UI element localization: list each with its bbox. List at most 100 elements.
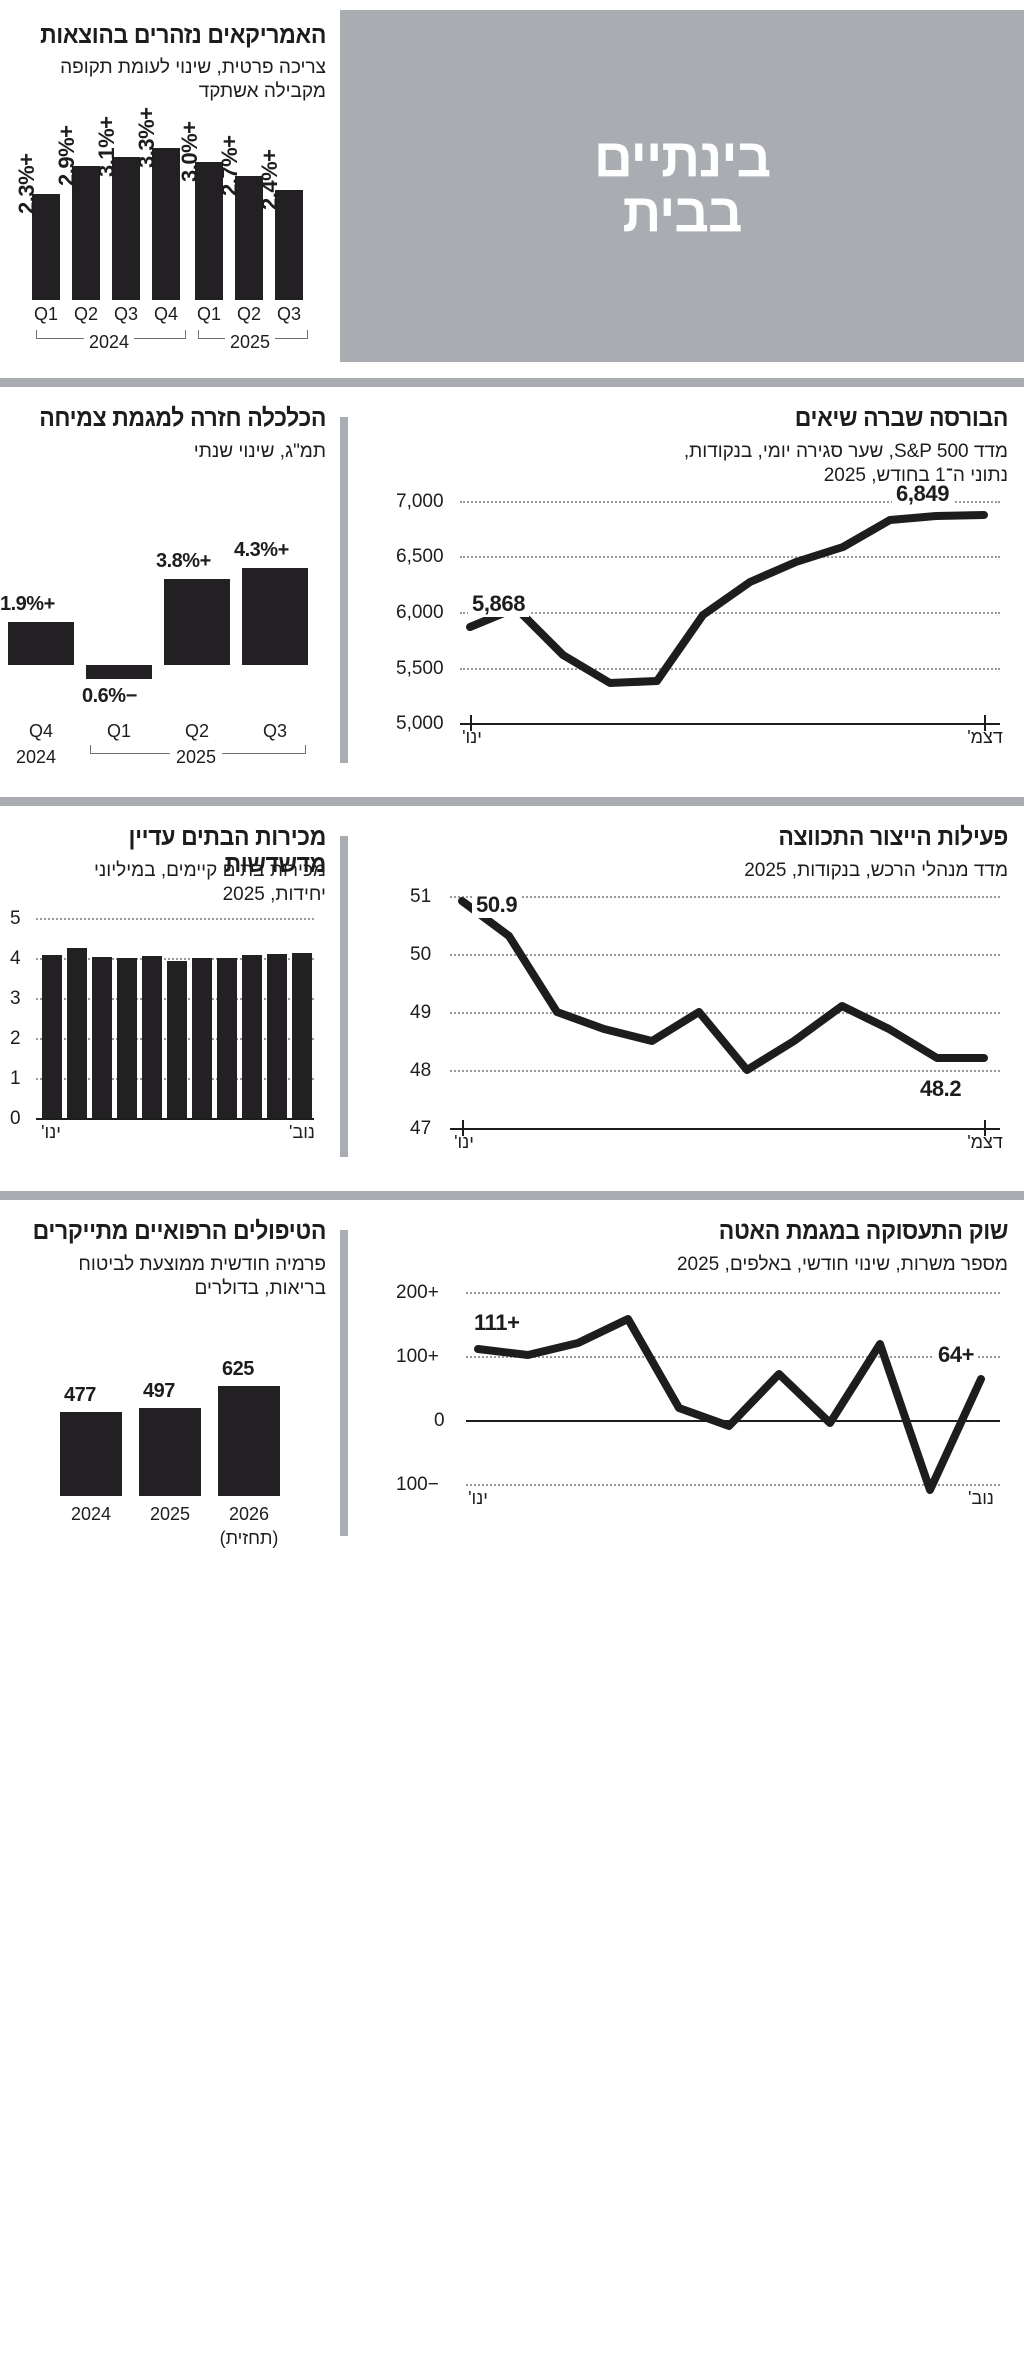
- xtick-q3-2025: Q3: [276, 304, 301, 324]
- sp500-xtick-end: דצמ': [967, 727, 1003, 747]
- pmi-annot-end: 48.2: [916, 1076, 966, 1102]
- housing-bar-8: [217, 958, 237, 1118]
- bar-gdp-q4-2024: [8, 622, 74, 665]
- bar-q3-2025: [275, 190, 303, 300]
- housing-ytick-2: 2: [10, 1028, 21, 1049]
- housing-bar-5: [142, 956, 162, 1118]
- jobs-panel: שוק התעסוקה במגמת האטה מספר משרות, שינוי…: [348, 1200, 1024, 1570]
- housing-ytick-5: 5: [10, 908, 21, 929]
- xtick-q1-2024: Q1: [33, 304, 58, 324]
- spending-chart: +2.3% +2.9% +3.1% +3.3% +3.0% +2.7% +2.4…: [14, 104, 322, 354]
- jobs-line: [474, 1315, 985, 1494]
- ytick-5000: 5,000: [396, 713, 444, 734]
- pmi-tick-start: [462, 1120, 464, 1136]
- sp500-tick-start: [470, 715, 472, 731]
- bar-q1-2025: [195, 162, 223, 300]
- sp500-annot-end: 6,849: [892, 481, 954, 507]
- gdp-label-q3-2025: +4.3%: [234, 539, 289, 561]
- sp500-subtitle-line1: מדד S&P 500, שער סגירה יומי, בנקודות,: [683, 441, 1008, 462]
- health-subtitle-line1: פרמיה חודשית ממוצעת לביטוח: [78, 1254, 326, 1275]
- ytick-6500: 6,500: [396, 546, 444, 567]
- gdp-xtick-q1: Q1: [106, 721, 131, 741]
- jobs-ytick-200: +200: [396, 1282, 439, 1303]
- health-bar-2024: [60, 1412, 122, 1496]
- health-xtick-2024: 2024: [70, 1504, 112, 1524]
- jobs-ytick-100: +100: [396, 1346, 439, 1367]
- bar-label-q2-2025: +2.7%: [217, 135, 242, 196]
- housing-gridline-4: [36, 958, 314, 960]
- housing-gridline-5: [36, 918, 314, 920]
- health-label-2025: 497: [143, 1380, 175, 1402]
- bar-gdp-q3-2025: [242, 568, 308, 665]
- xtick-q2-2024: Q2: [73, 304, 98, 324]
- pmi-ytick-50: 50: [410, 944, 432, 965]
- gdp-label-q2-2025: +3.8%: [156, 550, 211, 572]
- ytick-6000: 6,000: [396, 602, 444, 623]
- housing-panel: מכירות הבתים עדיין מדשדשות מכירות בתים ק…: [0, 806, 340, 1191]
- bar-label-q3-2024: +3.1%: [94, 116, 119, 177]
- gdp-group-label-2024: 2024: [16, 747, 57, 767]
- gridline-6500: [460, 556, 1000, 558]
- divider-vertical-3: [340, 836, 348, 1157]
- jobs-subtitle: מספר משרות, שינוי חודשי, באלפים, 2025: [676, 1254, 1008, 1275]
- gridline-5500: [460, 668, 1000, 670]
- divider-3: [0, 1191, 1024, 1200]
- gdp-label-q1-2025: −0.6%: [82, 685, 137, 707]
- divider-vertical-4: [340, 1230, 348, 1536]
- gdp-xtick-q4: Q4: [28, 721, 53, 741]
- bar-q4-2024: [152, 148, 180, 300]
- pmi-gridline-49: [450, 1012, 1000, 1014]
- hero-line-1: בינתיים: [593, 127, 771, 188]
- pmi-gridline-50: [450, 954, 1000, 956]
- housing-subtitle-line2: יחידות, 2025: [222, 884, 326, 905]
- bar-label-q1-2025: +3.0%: [177, 121, 202, 182]
- block-top: האמריקאים נזהרים בהוצאות צריכה פרטית, שי…: [0, 0, 1024, 372]
- jobs-gridline-100: [466, 1356, 1000, 1358]
- jobs-xtick-end: נוב': [968, 1488, 994, 1508]
- housing-bar-1: [42, 955, 62, 1118]
- housing-subtitle-line1: מכירות בתים קיימים, במיליוני: [93, 860, 326, 881]
- hero-line-2: בבית: [622, 183, 742, 243]
- gdp-xtick-q2: Q2: [184, 721, 209, 741]
- sp500-xtick-start: ינו': [462, 727, 482, 747]
- xtick-q1-2025: Q1: [196, 304, 221, 324]
- jobs-annot-start: +111: [470, 1310, 524, 1336]
- group-label-2024: 2024: [84, 332, 135, 353]
- health-title: הטיפולים הרפואיים מתייקרים: [32, 1217, 327, 1245]
- housing-bar-7: [192, 958, 212, 1118]
- gdp-panel: הכלכלה חזרה למגמת צמיחה תמ"ג, שינוי שנתי…: [0, 387, 340, 797]
- bar-label-q4-2024: +3.3%: [134, 107, 159, 168]
- jobs-gridline-neg100: [466, 1484, 1000, 1486]
- jobs-chart: +200 +100 0 −100 +111 +64 ינו' נוב': [396, 1278, 1016, 1548]
- bar-q2-2024: [72, 166, 100, 300]
- housing-bar-9: [242, 955, 262, 1118]
- xtick-q2-2025: Q2: [236, 304, 261, 324]
- bar-gdp-q2-2025: [164, 579, 230, 665]
- gdp-group-label-2025: 2025: [170, 747, 223, 768]
- jobs-annot-end: +64: [934, 1342, 979, 1368]
- sp500-subtitle-line2: נתוני ה־1 בחודש, 2025: [823, 465, 1008, 486]
- health-xtick-2025: 2025: [149, 1504, 191, 1524]
- sp500-title: הבורסה שברה שיאים: [794, 404, 1009, 432]
- pmi-line: [458, 897, 988, 1074]
- divider-vertical-2: [340, 417, 348, 763]
- hero-panel: בינתיים בבית: [340, 10, 1024, 362]
- gridline-6000: [460, 612, 1000, 614]
- housing-ytick-0: 0: [10, 1108, 21, 1129]
- sp500-chart: 7,000 6,500 6,000 5,500 5,000 5,868 6,84…: [396, 481, 1016, 755]
- pmi-gridline-48: [450, 1070, 1000, 1072]
- pmi-ytick-47: 47: [410, 1118, 432, 1139]
- divider-2: [0, 797, 1024, 806]
- housing-ytick-4: 4: [10, 948, 21, 969]
- group-label-2025: 2025: [225, 332, 276, 353]
- gdp-chart: +1.9% −0.6% +3.8% +4.3% Q4 Q1 Q2 Q3 2024…: [0, 465, 340, 768]
- health-panel: הטיפולים הרפואיים מתייקרים פרמיה חודשית …: [0, 1200, 340, 1570]
- block-four: שוק התעסוקה במגמת האטה מספר משרות, שינוי…: [0, 1200, 1024, 1570]
- housing-ytick-3: 3: [10, 988, 21, 1009]
- jobs-title: שוק התעסוקה במגמת האטה: [718, 1217, 1009, 1245]
- housing-bar-6: [167, 961, 187, 1118]
- spending-title: האמריקאים נזהרים בהוצאות: [40, 21, 326, 49]
- block-two: הבורסה שברה שיאים מדד S&P 500, שער סגירה…: [0, 387, 1024, 797]
- pmi-xtick-start: ינו': [454, 1132, 474, 1152]
